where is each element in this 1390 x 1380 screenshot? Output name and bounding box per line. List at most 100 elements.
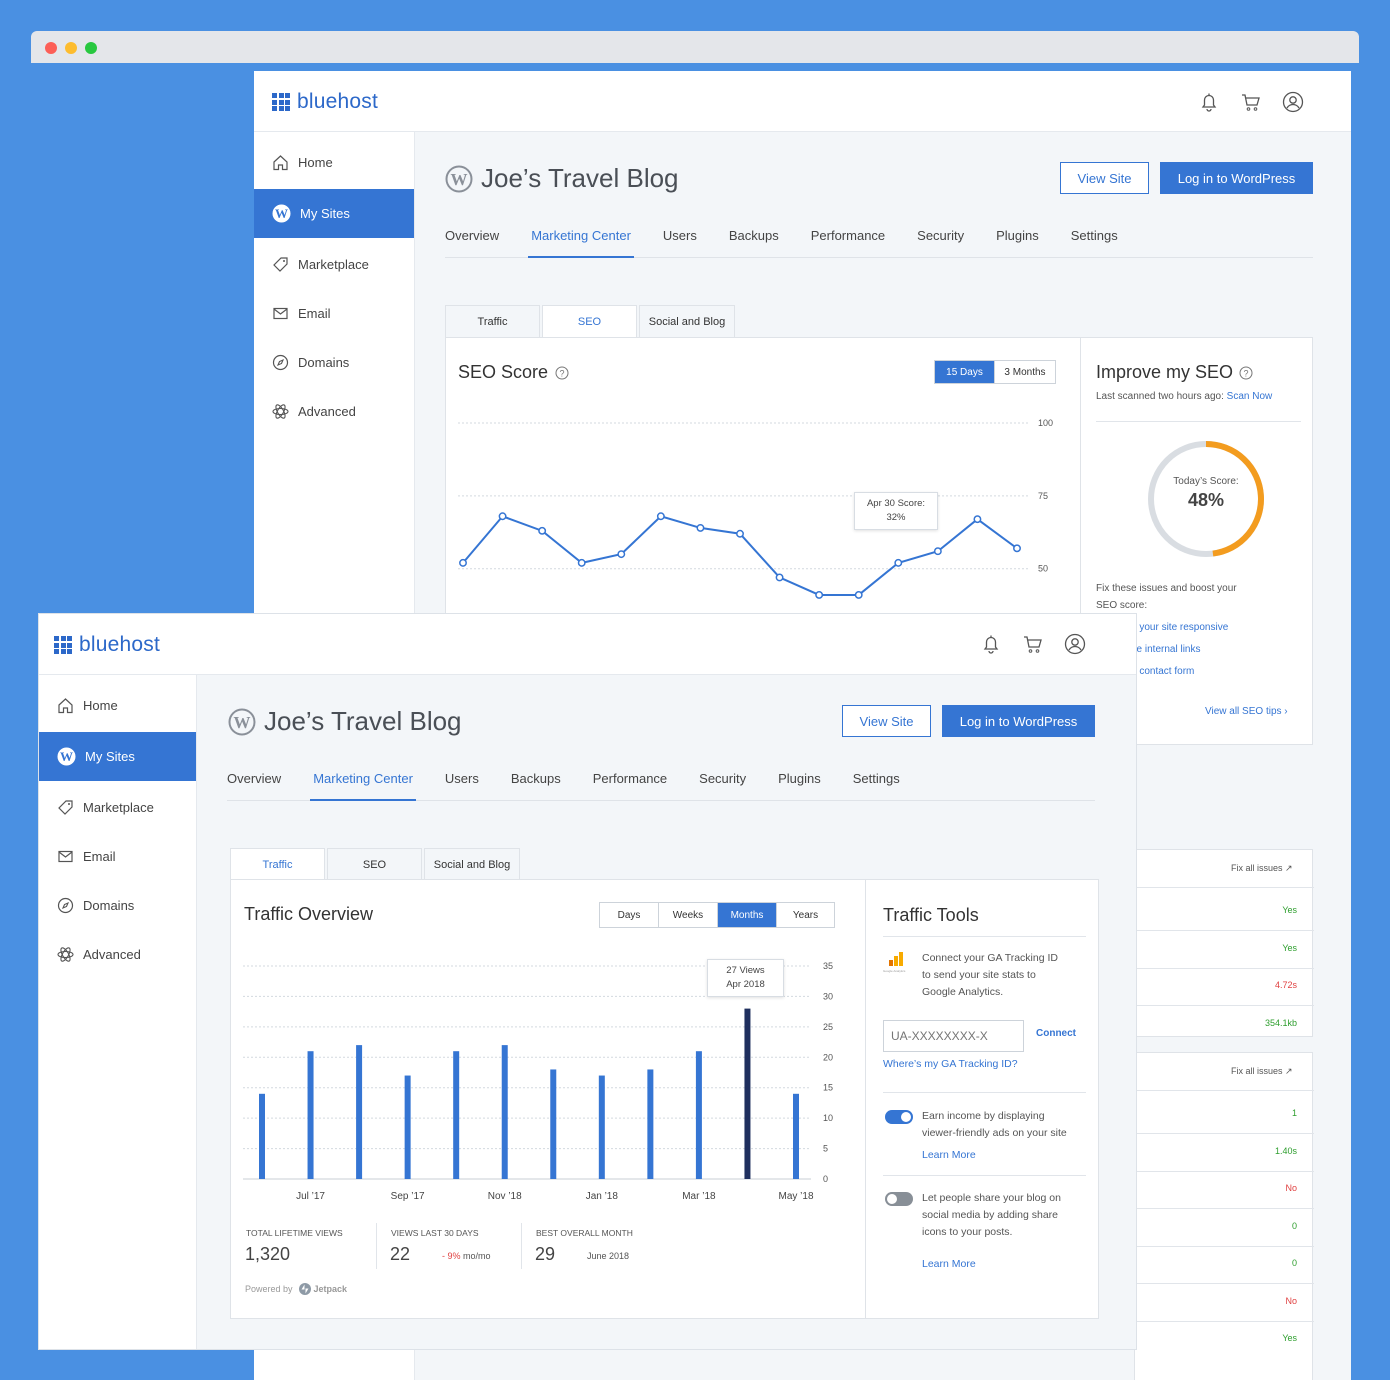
sidebar-item-home[interactable]: Home xyxy=(254,138,414,187)
external-link-icon: ↗ xyxy=(1285,863,1293,873)
sidebar-item-email[interactable]: Email xyxy=(254,289,414,338)
site-tabs: Overview Marketing Center Users Backups … xyxy=(227,767,1095,801)
seo-data-point[interactable] xyxy=(973,515,982,524)
traffic-bar[interactable] xyxy=(647,1069,654,1179)
seo-data-point[interactable] xyxy=(577,558,586,567)
minimize-window-button[interactable] xyxy=(65,42,77,54)
tab-settings[interactable]: Settings xyxy=(852,771,900,786)
range-weeks[interactable]: Weeks xyxy=(659,903,718,927)
tab-plugins[interactable]: Plugins xyxy=(996,228,1039,243)
range-days[interactable]: Days xyxy=(600,903,659,927)
subtab-seo[interactable]: SEO xyxy=(327,848,422,880)
tab-performance[interactable]: Performance xyxy=(592,771,668,786)
subtab-social-blog[interactable]: Social and Blog xyxy=(424,848,520,880)
seo-data-point[interactable] xyxy=(538,526,547,535)
tab-security[interactable]: Security xyxy=(917,228,965,243)
scan-now-link[interactable]: Scan Now xyxy=(1226,391,1273,402)
help-icon[interactable]: ? xyxy=(1239,366,1253,380)
issue-link-responsive[interactable]: e your site responsive xyxy=(1131,622,1229,633)
tab-overview[interactable]: Overview xyxy=(445,228,500,243)
close-window-button[interactable] xyxy=(45,42,57,54)
tab-settings[interactable]: Settings xyxy=(1070,228,1118,243)
share-toggle[interactable] xyxy=(885,1192,913,1206)
bluehost-logo[interactable]: bluehost xyxy=(272,90,378,114)
seo-data-point[interactable] xyxy=(656,512,665,521)
traffic-bar[interactable] xyxy=(598,1075,605,1179)
sidebar-item-my-sites[interactable]: W My Sites xyxy=(39,732,196,781)
seo-data-point[interactable] xyxy=(696,523,705,532)
view-site-button[interactable]: View Site xyxy=(1060,162,1149,194)
tab-marketing-center[interactable]: Marketing Center xyxy=(528,224,634,258)
tab-users[interactable]: Users xyxy=(662,228,697,243)
bell-icon[interactable] xyxy=(1198,91,1220,113)
where-ga-id-link[interactable]: Where’s my GA Tracking ID? xyxy=(883,1058,1018,1070)
tab-security[interactable]: Security xyxy=(699,771,747,786)
fix-all-issues-link-a[interactable]: Fix all issues ↗ xyxy=(1231,863,1293,873)
subtab-social-blog[interactable]: Social and Blog xyxy=(639,305,735,337)
tab-plugins[interactable]: Plugins xyxy=(778,771,821,786)
maximize-window-button[interactable] xyxy=(85,42,97,54)
view-all-seo-tips-link[interactable]: View all SEO tips › xyxy=(1205,706,1288,717)
view-site-button[interactable]: View Site xyxy=(842,705,931,737)
range-months[interactable]: Months xyxy=(718,903,777,927)
sidebar-item-advanced[interactable]: Advanced xyxy=(39,930,196,979)
tab-overview[interactable]: Overview xyxy=(227,771,282,786)
tab-performance[interactable]: Performance xyxy=(810,228,886,243)
sidebar-item-domains[interactable]: Domains xyxy=(254,338,414,387)
range-15-days[interactable]: 15 Days xyxy=(935,361,995,383)
subtab-traffic[interactable]: Traffic xyxy=(445,305,540,337)
ads-learn-more-link[interactable]: Learn More xyxy=(922,1149,976,1161)
help-icon[interactable]: ? xyxy=(555,366,569,380)
seo-data-point[interactable] xyxy=(498,512,507,521)
range-3-months[interactable]: 3 Months xyxy=(1004,366,1046,378)
issue-link-internal-links[interactable]: de internal links xyxy=(1131,644,1201,655)
sidebar-item-email[interactable]: Email xyxy=(39,832,196,881)
sidebar-item-domains[interactable]: Domains xyxy=(39,881,196,930)
range-years[interactable]: Years xyxy=(792,909,819,921)
user-account-icon[interactable] xyxy=(1282,91,1304,113)
cart-icon[interactable] xyxy=(1240,91,1262,113)
login-wordpress-button[interactable]: Log in to WordPress xyxy=(942,705,1095,737)
tab-backups[interactable]: Backups xyxy=(510,771,561,786)
seo-data-point[interactable] xyxy=(459,558,467,567)
sidebar-item-marketplace[interactable]: Marketplace xyxy=(39,783,196,832)
tab-marketing-center[interactable]: Marketing Center xyxy=(310,767,416,801)
seo-data-point[interactable] xyxy=(775,573,784,582)
bell-icon[interactable] xyxy=(980,633,1002,655)
traffic-bar[interactable] xyxy=(695,1051,702,1179)
ads-toggle[interactable] xyxy=(885,1110,913,1124)
user-account-icon[interactable] xyxy=(1064,633,1086,655)
traffic-bar[interactable] xyxy=(404,1075,411,1179)
seo-data-point[interactable] xyxy=(854,590,863,599)
traffic-bar[interactable] xyxy=(501,1045,508,1179)
traffic-bar[interactable] xyxy=(356,1045,363,1179)
seo-data-point[interactable] xyxy=(1013,544,1021,553)
fix-all-issues-link-b[interactable]: Fix all issues ↗ xyxy=(1231,1066,1293,1076)
connect-button[interactable]: Connect xyxy=(1036,1028,1076,1039)
sidebar-item-my-sites[interactable]: W My Sites xyxy=(254,189,414,238)
seo-data-point[interactable] xyxy=(736,529,744,538)
traffic-bar[interactable] xyxy=(793,1093,799,1179)
login-wordpress-button[interactable]: Log in to WordPress xyxy=(1160,162,1313,194)
traffic-bar[interactable] xyxy=(744,1008,751,1179)
bluehost-logo[interactable]: bluehost xyxy=(54,633,160,657)
seo-data-point[interactable] xyxy=(933,547,942,556)
traffic-bar[interactable] xyxy=(259,1093,265,1179)
subtab-traffic[interactable]: Traffic xyxy=(230,848,325,881)
seo-data-point[interactable] xyxy=(617,550,626,559)
share-learn-more-link[interactable]: Learn More xyxy=(922,1258,976,1270)
traffic-bar[interactable] xyxy=(453,1051,460,1179)
sidebar-item-marketplace[interactable]: Marketplace xyxy=(254,240,414,289)
subtab-seo[interactable]: SEO xyxy=(542,305,637,338)
cart-icon[interactable] xyxy=(1022,633,1044,655)
issue-link-contact-form[interactable]: a contact form xyxy=(1131,666,1195,677)
seo-data-point[interactable] xyxy=(815,590,824,599)
sidebar-item-home[interactable]: Home xyxy=(39,681,196,730)
ga-tracking-id-input[interactable] xyxy=(883,1020,1024,1052)
traffic-bar[interactable] xyxy=(307,1051,314,1179)
traffic-bar[interactable] xyxy=(550,1069,557,1179)
seo-data-point[interactable] xyxy=(894,558,903,567)
sidebar-item-advanced[interactable]: Advanced xyxy=(254,387,414,436)
tab-backups[interactable]: Backups xyxy=(728,228,779,243)
tab-users[interactable]: Users xyxy=(444,771,479,786)
